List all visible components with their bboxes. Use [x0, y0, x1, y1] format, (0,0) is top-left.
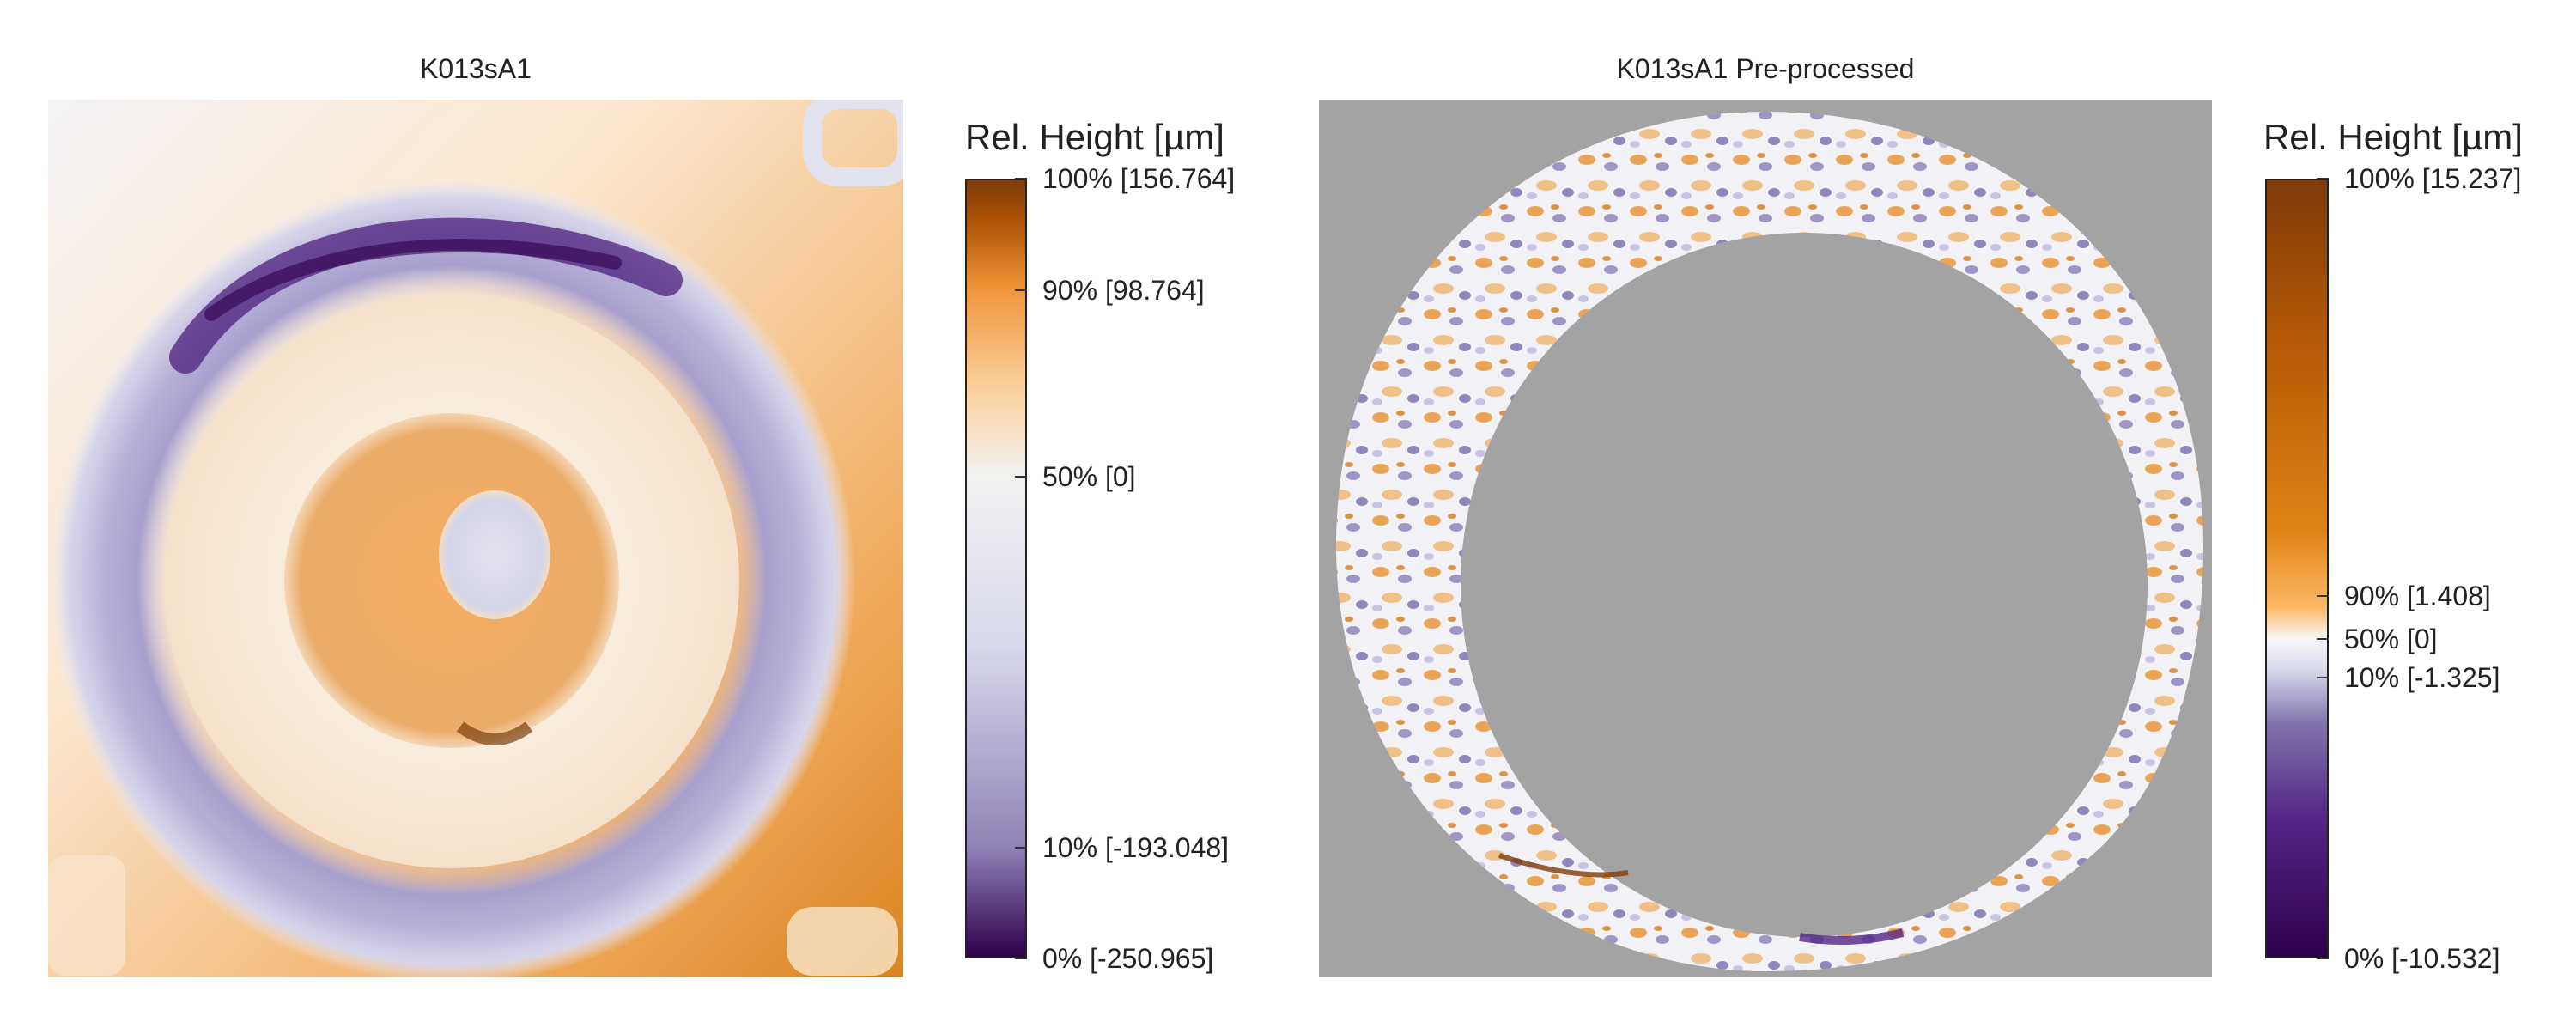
- colorbar-tick: [1015, 475, 1027, 478]
- colorbar-tick: [2317, 594, 2329, 597]
- colorbar-2: [2265, 179, 2329, 958]
- height-map-preprocessed: [1319, 100, 2212, 977]
- height-map-preprocessed-image: [1319, 100, 2212, 977]
- colorbar-tick-label: 90% [1.408]: [2344, 580, 2491, 611]
- colorbar-tick: [1015, 178, 1027, 179]
- colorbar-tick-label: 0% [-250.965]: [1042, 943, 1214, 974]
- panel-2-title: K013sA1 Pre-processed: [1616, 53, 1915, 84]
- colorbar-tick-label: 10% [-193.048]: [1042, 832, 1230, 864]
- panel-1-title: K013sA1: [420, 53, 532, 84]
- height-map-raw-image: [48, 100, 903, 977]
- colorbar-tick: [2317, 677, 2329, 679]
- colorbar-tick: [2317, 958, 2329, 959]
- colorbar-tick: [1015, 847, 1027, 849]
- colorbar-tick-label: 50% [0]: [2344, 623, 2438, 654]
- colorbar-tick-label: 50% [0]: [1042, 460, 1136, 492]
- colorbar-tick: [1015, 289, 1027, 291]
- colorbar-2-title: Rel. Height [µm]: [2263, 117, 2523, 157]
- colorbar-1-title: Rel. Height [µm]: [965, 117, 1224, 157]
- colorbar-tick-label: 0% [-10.532]: [2344, 943, 2500, 974]
- colorbar-tick: [1015, 958, 1027, 959]
- colorbar-tick: [2317, 178, 2329, 179]
- colorbar-tick-label: 100% [156.764]: [1042, 163, 1236, 194]
- colorbar-tick-label: 90% [98.764]: [1042, 274, 1205, 306]
- height-map-raw: [48, 100, 903, 977]
- colorbar-tick-label: 100% [15.237]: [2344, 163, 2522, 194]
- colorbar-tick: [2317, 637, 2329, 640]
- colorbar-1: [965, 179, 1027, 958]
- colorbar-tick-label: 10% [-1.325]: [2344, 662, 2500, 694]
